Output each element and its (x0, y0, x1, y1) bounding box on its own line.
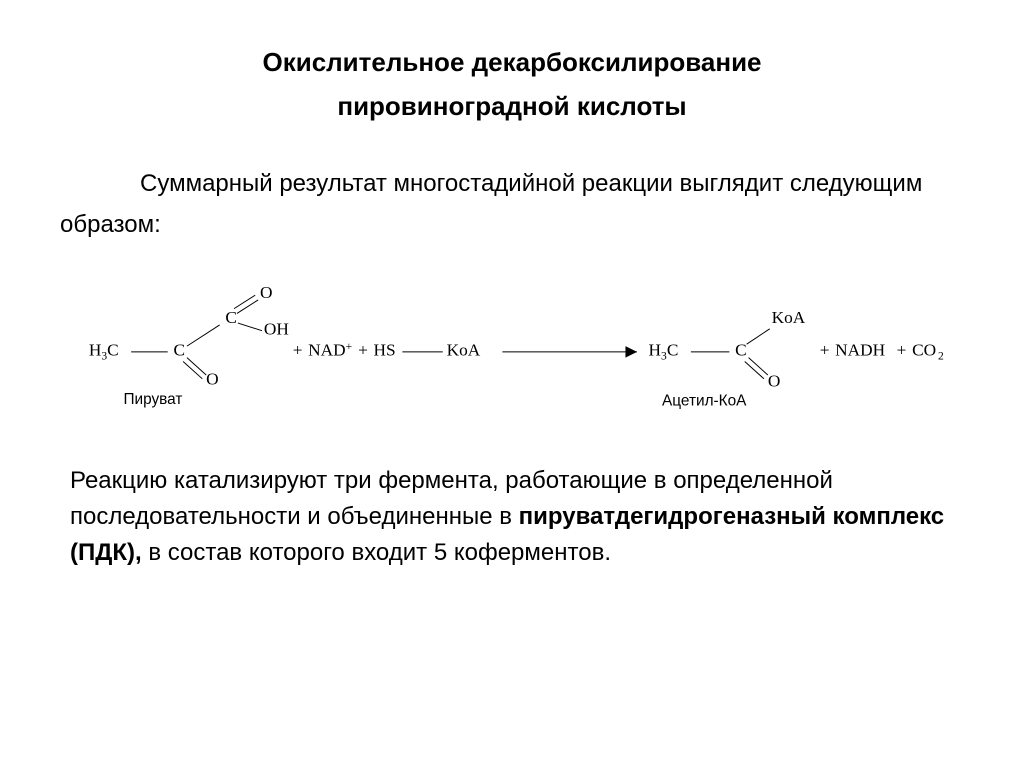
acetyl-o: O (768, 371, 781, 390)
intro-paragraph: Суммарный результат многостадийной реакц… (60, 164, 964, 246)
pyruvate-label: Пируват (123, 391, 182, 408)
title-line-1: Окислительное декарбоксилирование (262, 47, 761, 77)
acetyl-h3c: H3C (649, 341, 679, 363)
acetyl-c: C (735, 341, 747, 360)
title-line-2: пировиноградной кислоты (337, 91, 686, 121)
bond (183, 361, 202, 378)
pyruvate-oh: OH (264, 320, 289, 339)
bond (745, 361, 764, 378)
plus-3: + (820, 341, 830, 360)
pyruvate-o-top: O (260, 283, 273, 302)
acetyl-koa: KoA (772, 308, 806, 327)
para2-post: в состав которого входит 5 коферментов. (142, 539, 611, 566)
bond (747, 329, 770, 344)
bond (237, 300, 258, 313)
acetyl-label: Ацетил-КоА (662, 393, 747, 410)
reaction-arrow-head (625, 346, 637, 358)
bond (187, 358, 206, 375)
bond (238, 323, 262, 331)
pyruvate-c-mid: C (173, 341, 185, 360)
plus-2: + (358, 341, 368, 360)
pyruvate-c-top: C (225, 308, 237, 327)
bond (234, 295, 255, 308)
page: Окислительное декарбоксилирование пирови… (0, 0, 1024, 767)
co2: CO2 (912, 341, 944, 363)
nad-plus: NAD+ (308, 341, 352, 360)
pyruvate-o-mid: O (206, 370, 219, 389)
bond (187, 325, 220, 346)
hs: HS (374, 341, 396, 360)
plus-1: + (293, 341, 303, 360)
explanation-paragraph: Реакцию катализируют три фермента, работ… (70, 463, 954, 571)
nadh: NADH (835, 341, 885, 360)
bond (749, 358, 768, 375)
plus-4: + (897, 341, 907, 360)
koa-left: KoA (447, 341, 481, 360)
reaction-diagram: H3C C C O OH O Пируват + NAD+ + HS KoA (60, 274, 964, 424)
pyruvate-h3c: H3C (89, 341, 119, 363)
page-title: Окислительное декарбоксилирование пирови… (60, 40, 964, 128)
